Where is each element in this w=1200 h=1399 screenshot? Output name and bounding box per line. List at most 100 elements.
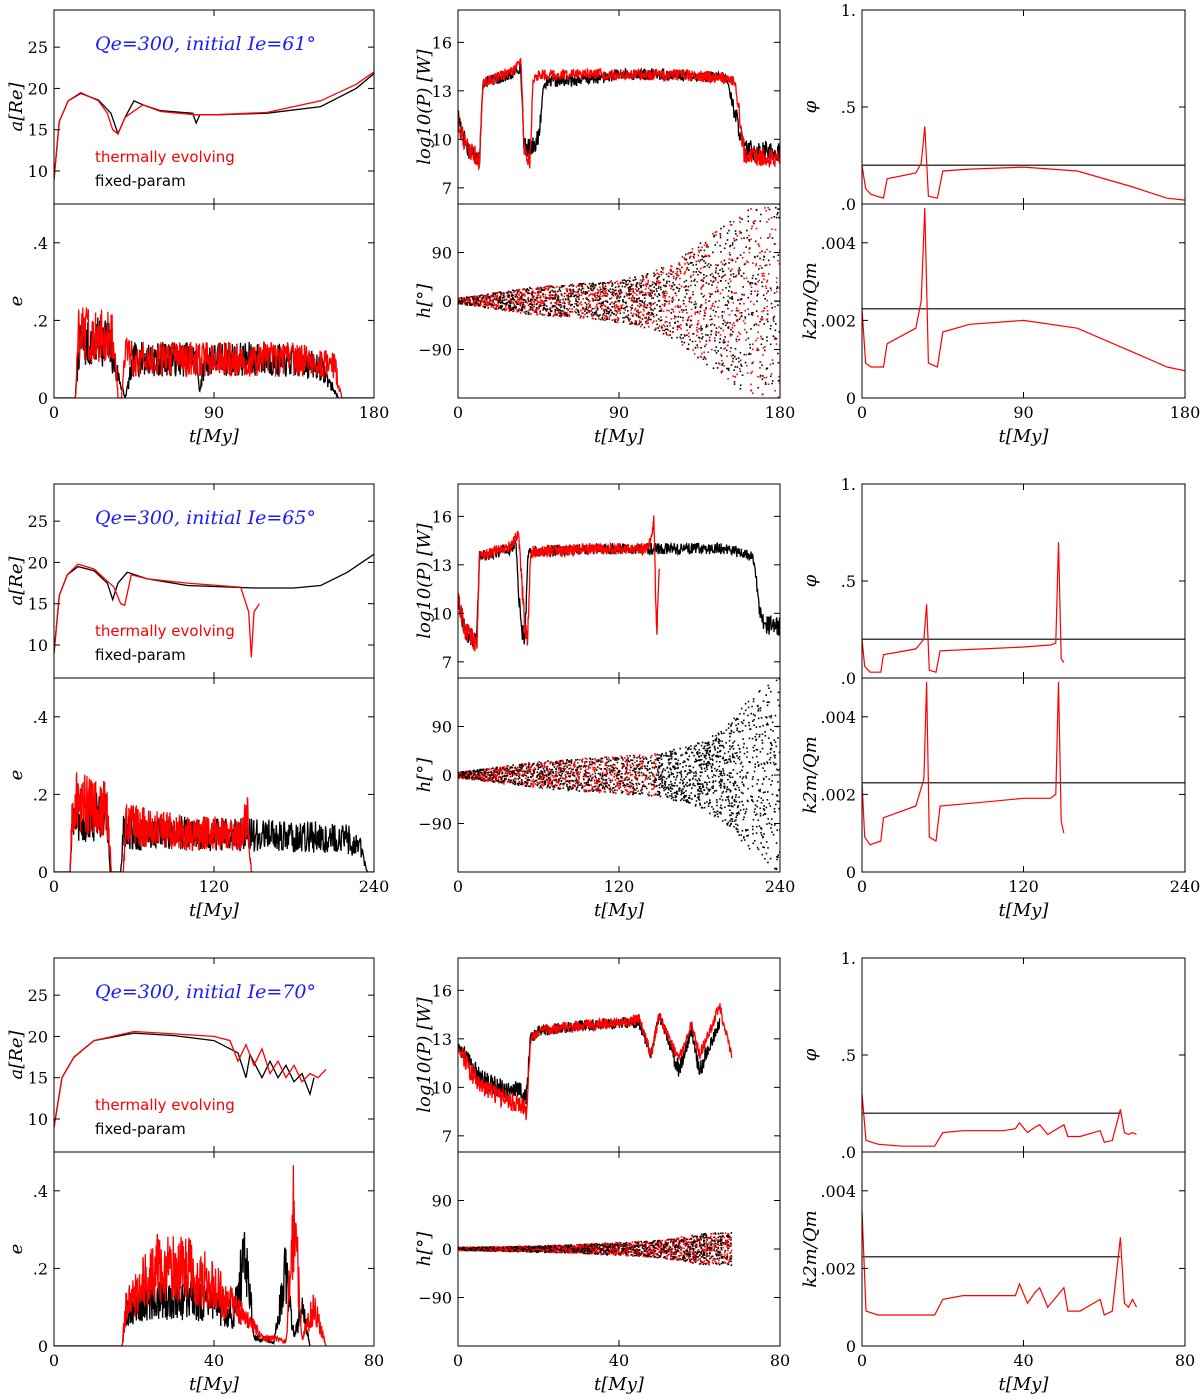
panel-frame — [53, 203, 375, 399]
ytick-label: 0 — [38, 863, 48, 882]
xtick-label: 120 — [199, 877, 230, 896]
ytick-label: 0 — [846, 389, 856, 408]
ytick-label: .002 — [820, 1259, 856, 1278]
panel-frame — [861, 483, 1186, 679]
y-axis-label: log10(P) [W] — [414, 996, 435, 1112]
y-axis-label: k2m/Qm — [800, 1210, 821, 1287]
x-axis-label: t[My] — [999, 426, 1050, 447]
y-axis-label: log10(P) [W] — [414, 522, 435, 638]
xtick-label: 90 — [609, 403, 629, 422]
ytick-label: −90 — [418, 341, 452, 360]
ytick-label: .5 — [841, 1046, 856, 1065]
panel-frame — [457, 677, 781, 873]
ytick-label: 25 — [28, 512, 48, 531]
ytick-label: 16 — [432, 33, 452, 52]
xtick-label: 0 — [453, 403, 463, 422]
ytick-label: 0 — [846, 1337, 856, 1356]
y-axis-label: e — [6, 1244, 27, 1255]
xtick-label: 80 — [770, 1351, 790, 1370]
ytick-label: .5 — [841, 98, 856, 117]
xtick-label: 240 — [1170, 877, 1200, 896]
ytick-label: 25 — [28, 986, 48, 1005]
xtick-label: 0 — [857, 877, 867, 896]
ytick-label: 13 — [432, 1030, 452, 1049]
xtick-label: 90 — [204, 403, 224, 422]
ytick-label: 25 — [28, 38, 48, 57]
plot-area — [862, 1210, 1138, 1316]
y-axis-label: e — [6, 296, 27, 307]
y-axis-label: k2m/Qm — [800, 736, 821, 813]
y-axis-label: k2m/Qm — [800, 262, 821, 339]
xtick-label: 0 — [857, 403, 867, 422]
series-thermally-evolving-line — [458, 515, 660, 652]
ytick-label: .5 — [841, 572, 856, 591]
y-axis-label: φ — [800, 574, 821, 587]
xtick-label: 80 — [364, 1351, 384, 1370]
h-scatter-points — [458, 1232, 733, 1266]
plot-area — [458, 515, 780, 652]
series-thermally-evolving-line — [862, 207, 1185, 372]
x-axis-label: t[My] — [594, 900, 645, 921]
ytick-label: 1. — [841, 1, 856, 20]
plot-area — [54, 553, 374, 658]
ytick-label: .004 — [820, 708, 856, 727]
ytick-label: .002 — [820, 311, 856, 330]
ytick-label: 90 — [432, 718, 452, 737]
panel-frame — [53, 1151, 375, 1347]
panel-e-row3: 0 .2 .4 0 40 80 t[My] e — [6, 1151, 384, 1395]
ytick-label: 10 — [432, 1078, 452, 1097]
legend-thermally-evolving: thermally evolving — [95, 148, 235, 166]
plot-area — [458, 1003, 733, 1121]
ytick-label: 10 — [28, 1110, 48, 1129]
y-axis-label: a[Re] — [6, 82, 27, 132]
series-thermally-evolving-line — [862, 542, 1065, 673]
panel-phi-row3: .0 .5 1. φ — [800, 949, 1186, 1162]
series-thermally-evolving-line — [54, 563, 260, 658]
ytick-label: .004 — [820, 1182, 856, 1201]
series-thermally-evolving-line — [862, 1210, 1138, 1316]
ytick-label: .4 — [33, 234, 48, 253]
ytick-label: 1. — [841, 475, 856, 494]
legend-fixed-param: fixed-param — [95, 172, 186, 190]
y-axis-label: h[°] — [414, 757, 435, 793]
xtick-label: 40 — [1013, 1351, 1033, 1370]
series-thermally-evolving-line — [54, 1030, 327, 1128]
xtick-label: 180 — [359, 403, 390, 422]
panel-phi-row2: .0 .5 1. φ — [800, 475, 1186, 688]
ytick-label: 16 — [432, 981, 452, 1000]
ytick-label: 90 — [432, 1192, 452, 1211]
ytick-label: 15 — [28, 121, 48, 140]
series-thermally-evolving-line — [862, 1093, 1137, 1147]
ytick-label: 7 — [442, 653, 452, 672]
ytick-label: 20 — [28, 79, 48, 98]
y-axis-label: h[°] — [414, 1231, 435, 1267]
ytick-label: .2 — [33, 1259, 48, 1278]
plot-area — [458, 204, 780, 398]
plot-area — [54, 71, 374, 180]
ytick-label: 10 — [432, 130, 452, 149]
panel-frame — [861, 677, 1186, 873]
series-thermally-evolving-line — [862, 126, 1185, 201]
ytick-label: 16 — [432, 507, 452, 526]
x-axis-label: t[My] — [999, 900, 1050, 921]
xtick-label: 0 — [49, 1351, 59, 1370]
x-axis-label: t[My] — [189, 426, 240, 447]
xtick-label: 40 — [609, 1351, 629, 1370]
xtick-label: 120 — [1008, 877, 1039, 896]
h-scatter-points — [458, 678, 780, 871]
xtick-label: 0 — [857, 1351, 867, 1370]
ytick-label: .0 — [841, 1143, 856, 1162]
plot-area — [54, 1030, 327, 1128]
ytick-label: 90 — [432, 244, 452, 263]
h-scatter-points — [458, 204, 780, 398]
xtick-label: 180 — [1170, 403, 1200, 422]
panel-a-row3: 10 15 20 25 a[Re] — [6, 957, 375, 1153]
x-axis-label: t[My] — [594, 1374, 645, 1395]
xtick-label: 40 — [204, 1351, 224, 1370]
ytick-label: 7 — [442, 1127, 452, 1146]
xtick-label: 240 — [359, 877, 390, 896]
ytick-label: −90 — [418, 815, 452, 834]
